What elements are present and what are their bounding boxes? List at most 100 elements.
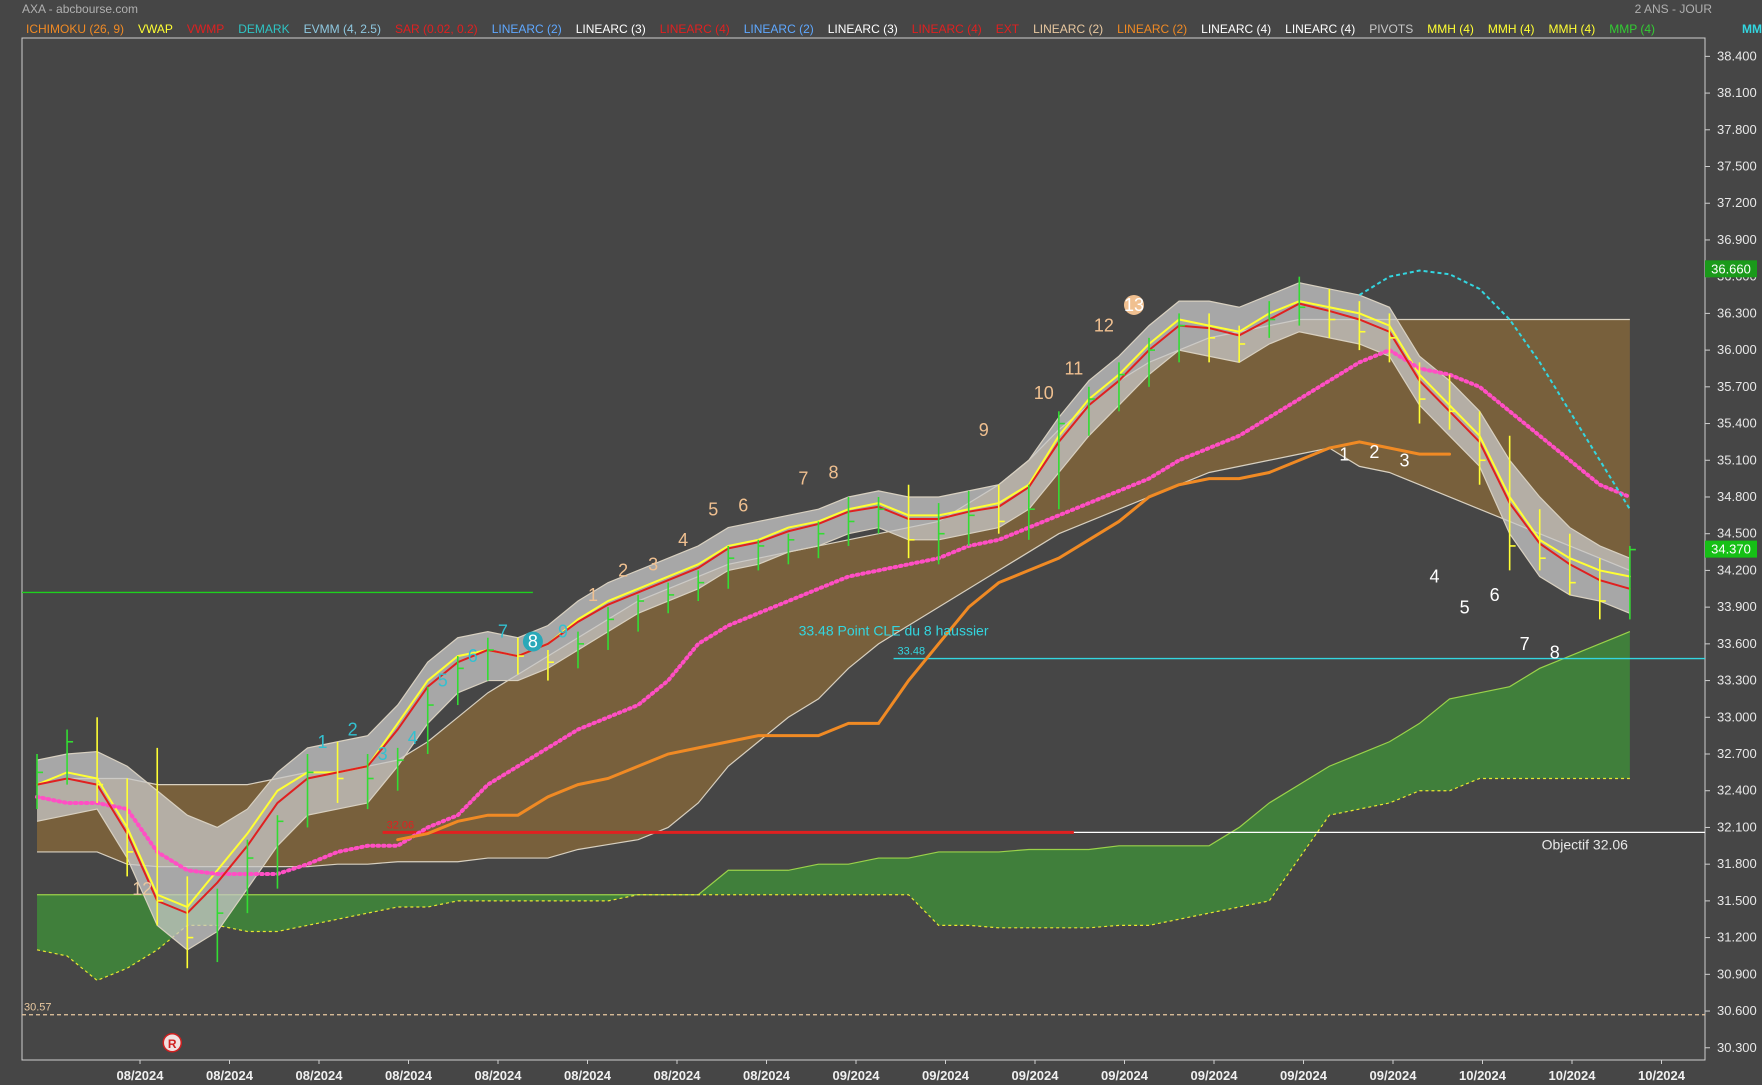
y-tick-label: 34.200 [1717, 562, 1757, 577]
legend-entry[interactable]: LINEARC (4) [911, 22, 982, 36]
y-tick-label: 34.500 [1717, 526, 1757, 541]
y-tick-label: 35.100 [1717, 452, 1757, 467]
legend-entry[interactable]: EXT [995, 22, 1020, 36]
y-tick-label: 33.600 [1717, 636, 1757, 651]
count-label: 2 [618, 561, 628, 581]
x-tick-label: 08/2024 [475, 1068, 523, 1083]
band-lower [36, 331, 1631, 951]
y-tick-label: 30.900 [1717, 966, 1757, 981]
x-tick-label: 09/2024 [833, 1068, 881, 1083]
legend-entry[interactable]: VWMP [186, 22, 225, 36]
legend-entry[interactable]: LINEARC (4) [1201, 22, 1272, 36]
x-tick-label: 08/2024 [654, 1068, 702, 1083]
count-label: 3 [1399, 450, 1409, 470]
x-tick-label: 10/2024 [1459, 1068, 1507, 1083]
price-badge-label: 34.370 [1711, 542, 1751, 557]
y-tick-label: 36.000 [1717, 342, 1757, 357]
count-label: 2 [1369, 442, 1379, 462]
count-label: 5 [708, 499, 718, 519]
legend-entry[interactable]: MMP (4) [1609, 22, 1655, 36]
y-tick-label: 38.100 [1717, 85, 1757, 100]
event-marker-icon [162, 1033, 183, 1053]
y-tick-label: 32.400 [1717, 783, 1757, 798]
y-tick-label: 31.500 [1717, 893, 1757, 908]
y-tick-label: 36.900 [1717, 232, 1757, 247]
series-line [36, 300, 1631, 909]
count-label: 6 [738, 496, 748, 516]
y-tick-label: 36.300 [1717, 305, 1757, 320]
period-label[interactable]: 2 ANS - JOUR [1634, 2, 1712, 16]
band-upper [36, 282, 1631, 829]
legend-entry[interactable]: LINEARC (2) [1033, 22, 1104, 36]
legend-entry[interactable]: LINEARC (2) [1117, 22, 1188, 36]
x-tick-label: 09/2024 [922, 1068, 970, 1083]
price-badge [1705, 260, 1757, 278]
y-tick-label: 33.300 [1717, 673, 1757, 688]
count-label: 2 [348, 720, 358, 740]
y-tick-label: 30.300 [1717, 1040, 1757, 1055]
legend-entry[interactable]: LINEARC (4) [659, 22, 730, 36]
chart-annotation: 33.48 Point CLE du 8 haussier [799, 622, 989, 638]
legend-entry[interactable]: DEMARK [238, 22, 290, 36]
series-line [35, 347, 1632, 876]
count-label: 7 [498, 622, 508, 642]
y-tick-label: 31.800 [1717, 856, 1757, 871]
legend-entry[interactable]: LINEARC (3) [827, 22, 898, 36]
x-tick-label: 08/2024 [206, 1068, 254, 1083]
band-fill [37, 631, 1630, 981]
legend-entry[interactable]: LINEARC (4) [1285, 22, 1356, 36]
level-label: 33.48 [898, 646, 926, 658]
legend-entry[interactable]: VWAP [138, 22, 173, 36]
legend-entry[interactable]: LINEARC (2) [743, 22, 814, 36]
x-tick-label: 10/2024 [1638, 1068, 1686, 1083]
y-tick-label: 33.000 [1717, 709, 1757, 724]
level-label: 30.57 [24, 1002, 52, 1014]
legend-entry[interactable]: PIVOTS [1369, 22, 1414, 36]
legend-entry[interactable]: LINEARC (2) [491, 22, 562, 36]
count-label: 8 [828, 463, 838, 483]
count-label: 12 [132, 879, 152, 899]
count-label: 10 [1034, 383, 1054, 403]
y-tick-label: 37.200 [1717, 195, 1757, 210]
legend-entry[interactable]: MMH (4) [1487, 22, 1535, 36]
count-label: 5 [1460, 597, 1470, 617]
count-label: 7 [1520, 634, 1530, 654]
legend-entry[interactable]: MMH (4) [1427, 22, 1474, 36]
chart-title: AXA - abcbourse.com [22, 2, 139, 16]
count-label: 6 [468, 646, 478, 666]
y-tick-label: 37.500 [1717, 159, 1757, 174]
count-label: 4 [408, 728, 418, 748]
count-circle [1123, 294, 1144, 315]
y-tick-label: 32.700 [1717, 746, 1757, 761]
count-label: 1 [1339, 444, 1349, 464]
legend-entry[interactable]: SAR (0.02, 0.2) [394, 22, 478, 36]
legend-entry[interactable]: ICHIMOKU (26, 9) [26, 22, 125, 36]
count-label: 6 [1490, 585, 1500, 605]
legend-entry[interactable]: LINEARC (3) [575, 22, 646, 36]
band-fill [37, 319, 1630, 867]
count-label: 11 [1065, 359, 1084, 379]
x-tick-label: 09/2024 [1191, 1068, 1239, 1083]
x-tick-label: 08/2024 [296, 1068, 344, 1083]
price-badge [1705, 540, 1757, 558]
count-label: 9 [558, 622, 568, 642]
band-lower [36, 777, 1630, 982]
x-tick-label: 08/2024 [564, 1068, 612, 1083]
count-label: 1 [588, 585, 598, 605]
y-tick-label: 33.900 [1717, 599, 1757, 614]
x-tick-label: 10/2024 [1549, 1068, 1597, 1083]
legend-entry[interactable]: MMH (4) [1548, 22, 1596, 36]
legend-entry[interactable]: EVMM (4, 2.5) [303, 22, 381, 36]
price-badge-label: 36.660 [1711, 261, 1751, 276]
y-tick-label: 31.200 [1717, 930, 1757, 945]
count-label: 8 [528, 632, 538, 652]
y-tick-label: 35.400 [1717, 416, 1757, 431]
band-fill [37, 282, 1630, 950]
x-tick-label: 09/2024 [1012, 1068, 1060, 1083]
count-label: 4 [1430, 567, 1440, 587]
count-label: 8 [1550, 643, 1560, 663]
level-label: 32.06 [387, 819, 415, 831]
x-tick-label: 08/2024 [117, 1068, 165, 1083]
count-circle [522, 631, 543, 652]
